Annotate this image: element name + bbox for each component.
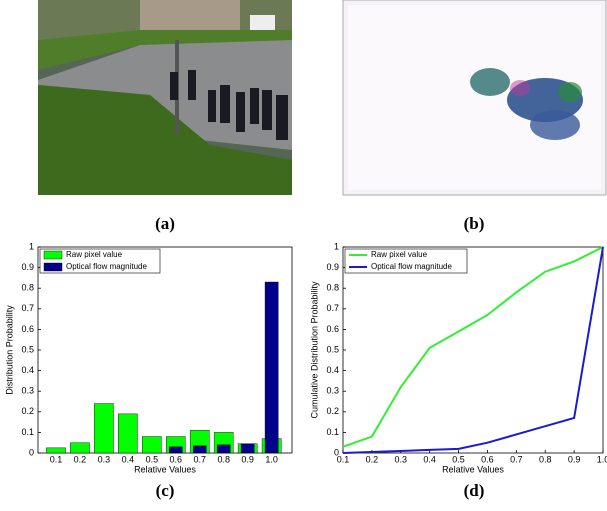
y-tick-label: 0.6 [21,324,34,334]
y-tick-label: 0.5 [326,344,339,354]
caption: (d) [464,481,485,500]
bar [241,444,254,453]
caption: (b) [464,214,485,233]
y-tick-label: 0.9 [21,262,34,272]
y-axis-label: Cumulative Distribution Probability [309,281,319,419]
y-tick-label: 0.3 [21,386,34,396]
y-tick-label: 0.7 [21,303,34,313]
y-tick-label: 0.1 [21,427,34,437]
caption: (c) [156,481,175,500]
x-tick-label: 1.0 [265,454,278,464]
caption: (a) [155,214,175,233]
x-tick-label: 0.4 [122,454,135,464]
figure: (a) (b) (c) (d) 0 0.1 0.2 0.3 0.4 0.5 0.6 0.7 0.… [0,0,607,506]
legend-label: Optical flow magnitude [66,262,147,271]
plot-area [343,247,603,453]
legend-label: Optical flow magnitude [371,262,452,271]
bar [70,443,89,453]
x-tick-label: 0.5 [452,454,465,464]
bar [217,445,230,453]
x-tick-label: 0.3 [98,454,111,464]
legend-swatch [44,263,62,271]
x-tick-label: 0.7 [510,454,523,464]
y-tick-label: 0.5 [21,344,34,354]
y-tick-label: 0.8 [21,283,34,293]
y-tick-label: 0.2 [21,406,34,416]
y-tick-label: 0.4 [21,365,34,375]
x-tick-label: 0.7 [193,454,206,464]
bar [169,447,182,453]
x-tick-label: 0.9 [568,454,581,464]
y-tick-label: 0.1 [326,427,339,437]
image-a [38,0,292,195]
y-tick-label: 0.8 [326,283,339,293]
y-tick-label: 0.3 [326,386,339,396]
image-b [343,0,606,195]
x-tick-label: 0.4 [423,454,436,464]
x-tick-label: 0.5 [146,454,159,464]
bar [46,448,65,453]
x-tick-label: 0.6 [481,454,494,464]
x-tick-label: 0.9 [241,454,254,464]
bar [118,414,137,453]
y-tick-label: 0.2 [326,406,339,416]
plot-area [38,247,292,453]
y-axis-label: Distribution Probability [4,305,14,395]
x-tick-label: 0.2 [74,454,87,464]
y-tick-label: 0 [29,447,34,457]
x-tick-label: 0.3 [395,454,408,464]
x-tick-label: 0.8 [539,454,552,464]
x-tick-label: 0.8 [217,454,230,464]
y-tick-label: 0.6 [326,324,339,334]
bar [193,446,206,453]
bar [142,437,161,453]
y-tick-label: 0.9 [326,262,339,272]
x-axis-label: Relative Values [134,464,196,474]
x-tick-label: 1.0 [597,454,607,464]
bar [265,282,278,453]
x-tick-label: 0.1 [50,454,63,464]
y-tick-label: 1 [334,241,339,251]
x-tick-label: 0.6 [170,454,183,464]
legend-label: Raw pixel value [371,250,428,259]
x-tick-label: 0.1 [337,454,350,464]
legend-swatch [44,251,62,259]
y-tick-label: 0.7 [326,303,339,313]
y-tick-label: 1 [29,241,34,251]
legend-label: Raw pixel value [66,250,123,259]
y-tick-label: 0.4 [326,365,339,375]
bar [94,404,113,453]
x-tick-label: 0.2 [366,454,379,464]
x-axis-label: Relative Values [442,464,504,474]
page: (a) (b) (c) (d) 0 0.1 0.2 0.3 0.4 0.5 0.6 0.7 0.… [0,0,607,511]
